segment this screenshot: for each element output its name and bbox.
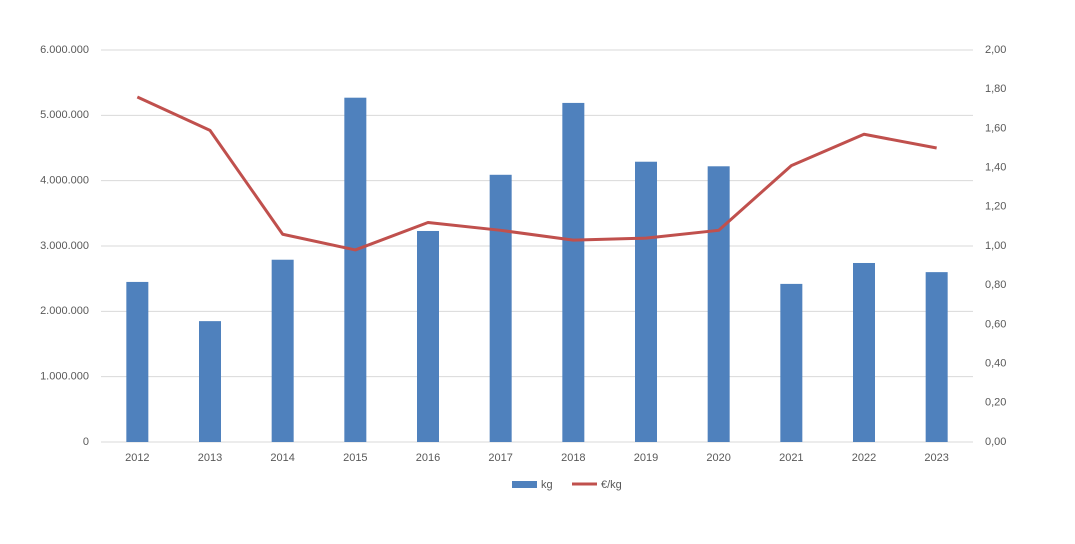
x-tick-label: 2012 <box>125 452 149 464</box>
bar <box>344 97 367 443</box>
bar <box>126 281 149 442</box>
y-tick-label: 4.000.000 <box>40 175 89 187</box>
y2-tick-label: 1,80 <box>985 83 1006 95</box>
y2-tick-label: 0,60 <box>985 318 1006 330</box>
x-tick-label: 2020 <box>706 452 730 464</box>
y2-tick-label: 1,00 <box>985 240 1006 252</box>
y2-tick-label: 2,00 <box>985 44 1006 56</box>
y2-tick-label: 1,40 <box>985 162 1006 174</box>
bar <box>417 230 439 442</box>
x-tick-label: 2017 <box>488 452 512 464</box>
y-tick-label: 2.000.000 <box>40 305 89 317</box>
y-tick-label: 0 <box>83 436 89 448</box>
x-tick-label: 2022 <box>852 452 876 464</box>
y2-tick-label: 0,40 <box>985 358 1006 370</box>
bar <box>853 262 875 442</box>
x-tick-label: 2014 <box>270 452 294 464</box>
y2-tick-label: 1,20 <box>985 201 1006 213</box>
y-tick-label: 1.000.000 <box>40 371 89 383</box>
bar <box>925 272 948 442</box>
legend-label: €/kg <box>601 479 622 491</box>
y2-tick-label: 0,80 <box>985 279 1006 291</box>
bar <box>707 166 730 442</box>
bar <box>635 161 657 442</box>
line <box>136 95 937 252</box>
bar <box>562 102 585 443</box>
x-tick-label: 2019 <box>634 452 658 464</box>
bar <box>271 259 294 442</box>
x-tick-label: 2016 <box>416 452 440 464</box>
legend-label: kg <box>541 479 553 491</box>
y2-tick-label: 1,60 <box>985 122 1006 134</box>
bar <box>199 321 221 442</box>
legend-swatch <box>512 481 537 488</box>
x-tick-label: 2018 <box>561 452 585 464</box>
x-tick-label: 2013 <box>198 452 222 464</box>
y2-tick-label: 0,20 <box>985 397 1006 409</box>
bar <box>489 174 512 442</box>
bar <box>780 283 803 442</box>
x-tick-label: 2015 <box>343 452 367 464</box>
y-tick-label: 6.000.000 <box>40 44 89 56</box>
x-tick-label: 2023 <box>924 452 948 464</box>
y-tick-label: 3.000.000 <box>40 240 89 252</box>
y2-tick-label: 0,00 <box>985 436 1006 448</box>
x-tick-label: 2021 <box>779 452 803 464</box>
y-tick-label: 5.000.000 <box>40 109 89 121</box>
